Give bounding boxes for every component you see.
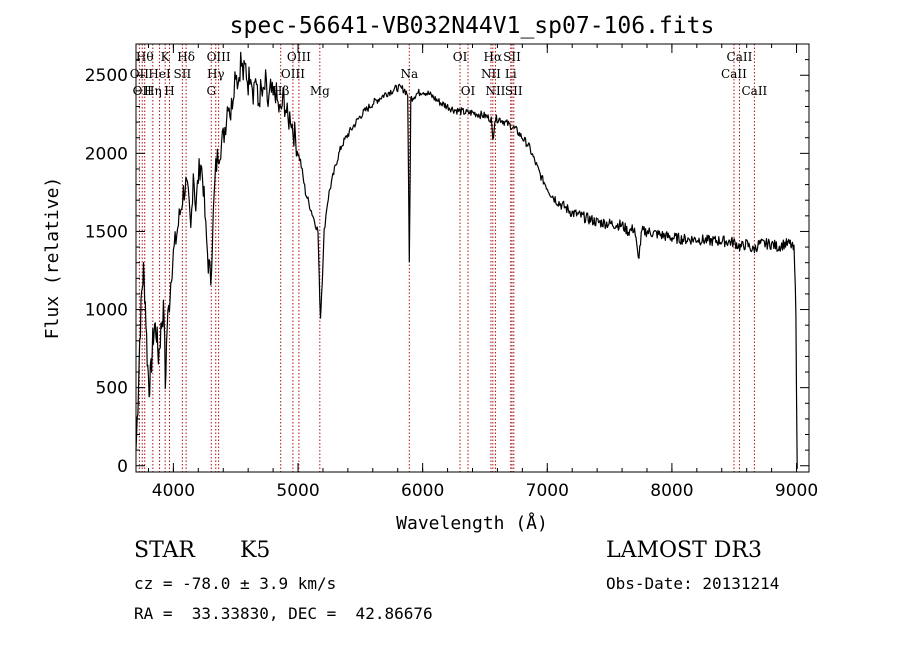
x-axis-ticks: 4000 5000 6000 7000 8000 9000 [147, 44, 818, 501]
line-marker-label-2: Hθ [136, 50, 154, 64]
obs-date-text: Obs-Date: 20131214 [606, 574, 780, 593]
line-marker-label-9: G [206, 84, 216, 98]
coordinates-text: RA = 33.33830, DEC = 42.86676 [134, 604, 433, 623]
x-tick-label-0: 4000 [152, 481, 195, 501]
line-marker-label-1: OII [133, 84, 153, 98]
line-marker-label-19: NII [481, 67, 501, 81]
y-tick-label-5: 2500 [85, 66, 128, 86]
line-marker-label-10: Hγ [207, 67, 225, 81]
line-marker-label-11: OIII [207, 50, 231, 64]
line-markers [138, 44, 755, 472]
x-tick-label-4: 8000 [650, 481, 693, 501]
line-marker-label-21: NII [485, 84, 505, 98]
x-axis-label: Wavelength (Å) [396, 512, 548, 534]
line-marker-label-17: OI [453, 50, 468, 64]
x-tick-label-5: 9000 [775, 481, 818, 501]
line-marker-labels: OIIOIIHθHηHeIKHSIIHδGHγOIIIHβOIIIOIIIMgN… [130, 50, 768, 98]
y-tick-label-2: 1000 [85, 301, 128, 321]
y-tick-label-4: 2000 [85, 144, 128, 164]
line-marker-label-15: Mg [310, 84, 330, 98]
line-marker-label-22: Li [505, 67, 517, 81]
y-axis-ticks: 0 500 1000 1500 2000 2500 [85, 59, 809, 477]
line-marker-label-7: SII [174, 67, 192, 81]
spectrum-line [135, 51, 798, 469]
y-axis-label: Flux (relative) [42, 177, 63, 340]
line-marker-label-26: CaII [727, 50, 753, 64]
y-tick-label-0: 0 [117, 457, 128, 477]
y-tick-label-1: 500 [96, 379, 128, 399]
line-marker-label-8: Hδ [177, 50, 195, 64]
object-class: STAR [134, 538, 195, 563]
x-tick-label-1: 5000 [276, 481, 319, 501]
line-marker-label-13: OIII [281, 67, 305, 81]
line-marker-label-4: HeI [148, 67, 171, 81]
line-marker-label-6: H [164, 84, 174, 98]
line-marker-label-3: Hη [144, 84, 162, 98]
line-marker-label-16: Na [400, 67, 418, 81]
line-marker-label-23: SII [503, 50, 521, 64]
line-marker-label-25: CaII [721, 67, 747, 81]
line-marker-label-18: OI [461, 84, 476, 98]
line-marker-label-14: OIII [287, 50, 311, 64]
x-tick-label-3: 7000 [526, 481, 569, 501]
line-marker-label-27: CaII [741, 84, 767, 98]
y-tick-label-3: 1500 [85, 222, 128, 242]
x-tick-label-2: 6000 [401, 481, 444, 501]
plot-frame [135, 43, 810, 473]
object-subclass: K5 [240, 538, 271, 563]
redshift-text: cz = -78.0 ± 3.9 km/s [134, 574, 337, 593]
line-marker-label-5: K [161, 50, 171, 64]
survey-name: LAMOST DR3 [606, 538, 762, 563]
line-marker-label-20: Hα [484, 50, 503, 64]
line-marker-label-24: SII [505, 84, 523, 98]
chart-title: spec-56641-VB032N44V1_sp07-106.fits [230, 13, 715, 39]
line-marker-label-0: OII [130, 67, 150, 81]
